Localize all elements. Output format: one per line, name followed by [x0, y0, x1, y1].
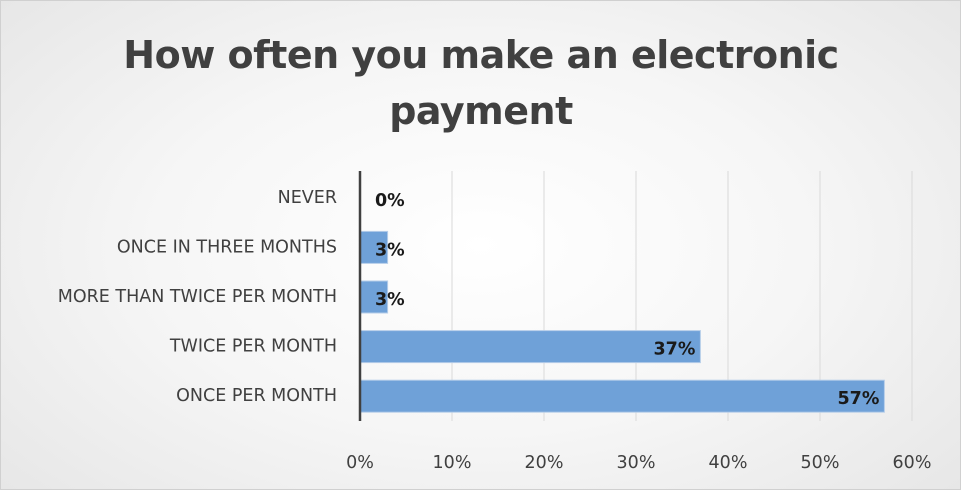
x-tick-label: 0% [346, 453, 374, 473]
category-label: NEVER [278, 188, 337, 208]
data-label: 3% [375, 240, 405, 260]
bar [359, 330, 701, 364]
x-tick-label: 40% [709, 453, 748, 473]
x-tick-label: 10% [433, 453, 472, 473]
bar [359, 280, 389, 314]
chart-title: How often you make an electronic payment [123, 33, 839, 133]
data-label: 3% [375, 290, 405, 310]
data-label: 57% [838, 389, 880, 409]
x-tick-label: 20% [525, 453, 564, 473]
category-label: MORE THAN TWICE PER MONTH [58, 287, 337, 307]
data-label: 0% [375, 191, 405, 211]
x-tick-label: 50% [801, 453, 840, 473]
bar [359, 230, 389, 264]
data-label: 37% [654, 340, 696, 360]
category-label: ONCE PER MONTH [176, 386, 337, 406]
category-label: ONCE IN THREE MONTHS [117, 237, 337, 257]
x-tick-label: 30% [617, 453, 656, 473]
category-label: TWICE PER MONTH [169, 337, 337, 357]
bar [359, 379, 885, 413]
x-tick-label: 60% [893, 453, 932, 473]
